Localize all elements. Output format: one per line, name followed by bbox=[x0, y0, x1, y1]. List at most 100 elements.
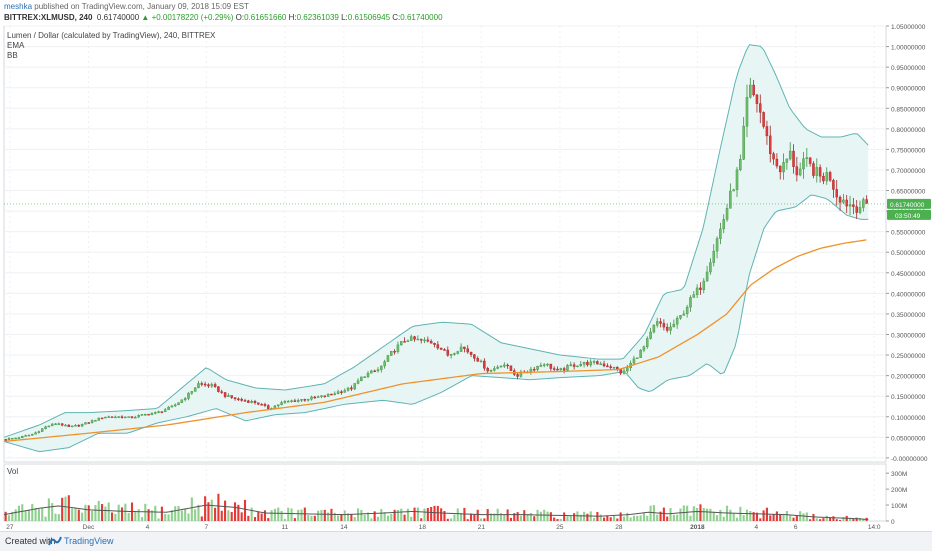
candle bbox=[187, 392, 190, 399]
candle bbox=[483, 360, 486, 369]
candle bbox=[27, 434, 31, 437]
candle bbox=[446, 349, 450, 356]
candle bbox=[170, 405, 174, 408]
volume-bar bbox=[350, 514, 353, 521]
tradingview-link[interactable]: TradingView bbox=[64, 536, 114, 546]
x-tick-label: 27 bbox=[6, 524, 14, 531]
vol-y-tick-label: 0 bbox=[891, 519, 895, 526]
high-value: 0.62361039 bbox=[296, 13, 339, 22]
candle bbox=[240, 398, 243, 401]
candle bbox=[619, 369, 622, 374]
candle bbox=[60, 423, 64, 426]
y-tick-label: 0.80000000 bbox=[891, 127, 926, 134]
candle bbox=[499, 365, 503, 368]
candle bbox=[692, 294, 696, 298]
candle bbox=[283, 401, 287, 403]
vol-y-tick-label: 200M bbox=[891, 487, 907, 494]
volume-bar bbox=[413, 507, 416, 521]
volume-bar bbox=[489, 513, 493, 521]
volume-bar bbox=[559, 518, 562, 521]
candle bbox=[400, 341, 403, 346]
volume-bar bbox=[57, 514, 60, 521]
candle bbox=[679, 315, 682, 319]
volume-bar bbox=[14, 509, 17, 521]
volume-bar bbox=[356, 508, 360, 521]
candle bbox=[463, 346, 466, 349]
volume-bar bbox=[127, 512, 130, 521]
last-price-tag[interactable] bbox=[887, 198, 931, 209]
candle bbox=[466, 348, 469, 353]
volume-bar bbox=[194, 509, 197, 521]
volume-bar bbox=[825, 515, 828, 521]
candle bbox=[243, 400, 247, 402]
volume-bar bbox=[606, 515, 609, 521]
vol-legend[interactable]: Vol bbox=[7, 467, 19, 476]
y-tick-label: 0.45000000 bbox=[891, 271, 926, 278]
candle bbox=[602, 363, 606, 367]
candle bbox=[87, 422, 91, 424]
candle bbox=[566, 365, 569, 371]
volume-bar bbox=[779, 514, 782, 521]
volume-bar bbox=[632, 515, 636, 521]
candle bbox=[812, 163, 815, 176]
candle bbox=[542, 364, 546, 366]
candle bbox=[233, 397, 237, 400]
y-tick-label: 0.30000000 bbox=[891, 332, 926, 339]
volume-bar bbox=[250, 507, 253, 521]
y-tick-label: 0.20000000 bbox=[891, 374, 926, 381]
candle bbox=[24, 435, 27, 437]
volume-bar bbox=[400, 508, 403, 521]
candle bbox=[735, 169, 739, 190]
candle bbox=[682, 313, 686, 316]
ema-legend[interactable]: EMA bbox=[7, 41, 25, 50]
volume-bar bbox=[257, 512, 260, 521]
volume-bar bbox=[593, 517, 596, 521]
candle bbox=[808, 157, 812, 164]
volume-bar bbox=[260, 513, 263, 521]
volume-bar bbox=[330, 508, 333, 521]
price-chart[interactable]: -0.00000000 0.05000000 0.10000000 0.1500000… bbox=[0, 0, 932, 531]
volume-bar bbox=[240, 512, 243, 521]
volume-bar bbox=[453, 514, 456, 521]
volume-bar bbox=[656, 514, 659, 521]
bb-legend[interactable]: BB bbox=[7, 51, 18, 60]
volume-bar bbox=[300, 509, 303, 521]
volume-bar bbox=[679, 508, 682, 521]
candle bbox=[370, 370, 373, 374]
volume-bar bbox=[120, 507, 124, 521]
volume-bar bbox=[809, 519, 812, 521]
candle bbox=[273, 405, 277, 409]
candle bbox=[320, 395, 323, 397]
candle bbox=[848, 204, 852, 207]
volume-bar bbox=[672, 514, 675, 521]
candle bbox=[14, 437, 17, 440]
candle bbox=[775, 158, 779, 167]
volume-bar bbox=[71, 508, 74, 521]
candle bbox=[729, 190, 732, 209]
volume-bar bbox=[858, 517, 862, 521]
author-link[interactable]: meshka bbox=[4, 2, 33, 11]
volume-bar bbox=[363, 514, 366, 521]
candle bbox=[792, 150, 795, 167]
candle bbox=[17, 437, 21, 439]
volume-bar bbox=[822, 518, 825, 521]
candle bbox=[21, 435, 24, 438]
volume-bar bbox=[94, 504, 97, 521]
volume-bar bbox=[366, 512, 370, 521]
candle bbox=[134, 416, 137, 419]
volume-bar bbox=[450, 518, 453, 521]
volume-bar bbox=[287, 507, 290, 521]
y-tick-label: 0.55000000 bbox=[891, 230, 926, 237]
volume-bar bbox=[792, 517, 795, 521]
y-tick-label: 0.75000000 bbox=[891, 147, 926, 154]
candle bbox=[31, 434, 34, 436]
volume-bar bbox=[775, 511, 778, 521]
volume-bar bbox=[27, 509, 30, 521]
volume-bar bbox=[41, 507, 44, 521]
candle bbox=[366, 372, 370, 377]
tradingview-logo-icon[interactable] bbox=[48, 536, 62, 546]
volume-bar bbox=[247, 515, 250, 521]
candle bbox=[822, 175, 825, 182]
candle bbox=[782, 162, 785, 173]
x-tick-label: 4 bbox=[146, 524, 150, 531]
